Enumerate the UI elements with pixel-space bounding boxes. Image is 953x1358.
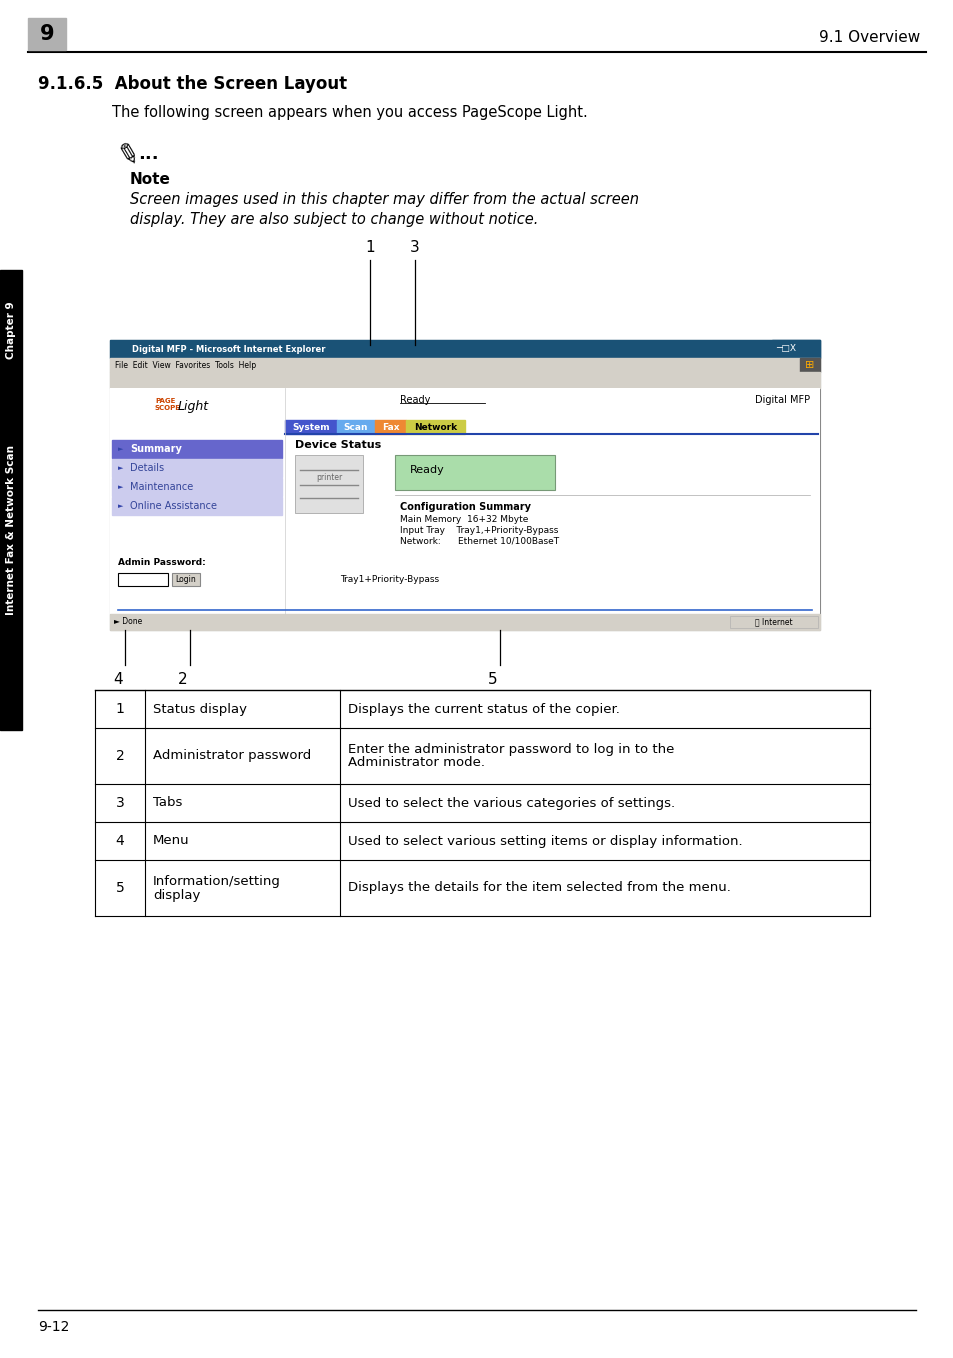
Text: Digital MFP - Microsoft Internet Explorer: Digital MFP - Microsoft Internet Explore…: [132, 345, 325, 353]
Bar: [406, 420, 464, 435]
Text: Admin Password:: Admin Password:: [118, 558, 206, 568]
Text: 2: 2: [178, 672, 188, 687]
Text: Displays the details for the item selected from the menu.: Displays the details for the item select…: [348, 881, 730, 895]
Text: PAGE: PAGE: [154, 398, 175, 403]
Bar: [110, 372, 820, 388]
Text: Tabs: Tabs: [152, 797, 182, 809]
Bar: [729, 617, 817, 627]
Text: Details: Details: [130, 463, 164, 473]
Text: 3: 3: [115, 796, 124, 809]
Text: Device Status: Device Status: [294, 440, 381, 449]
Text: ►: ►: [118, 483, 123, 490]
Bar: [110, 388, 285, 614]
Bar: [110, 340, 820, 630]
Bar: [28, 18, 66, 50]
Text: Ready: Ready: [399, 395, 430, 405]
Bar: [112, 459, 282, 477]
Bar: [112, 440, 282, 458]
Text: ► Done: ► Done: [113, 618, 142, 626]
Text: 9: 9: [40, 24, 54, 43]
Text: display: display: [152, 888, 200, 902]
Text: 9.1 Overview: 9.1 Overview: [818, 30, 919, 46]
Text: Login: Login: [175, 574, 196, 584]
Text: Information/setting: Information/setting: [152, 875, 280, 888]
Bar: [0, 270, 22, 731]
Bar: [118, 573, 168, 587]
Text: Light: Light: [178, 401, 209, 413]
Text: ⊞: ⊞: [804, 360, 814, 369]
Text: Displays the current status of the copier.: Displays the current status of the copie…: [348, 702, 619, 716]
Text: Screen images used in this chapter may differ from the actual screen: Screen images used in this chapter may d…: [130, 191, 639, 206]
Text: display. They are also subject to change without notice.: display. They are also subject to change…: [130, 212, 537, 227]
Text: 🌐 Internet: 🌐 Internet: [755, 618, 792, 626]
Bar: [110, 340, 820, 359]
Text: System: System: [292, 422, 330, 432]
Text: Tray1+Priority-Bypass: Tray1+Priority-Bypass: [340, 574, 439, 584]
Bar: [110, 388, 820, 614]
Bar: [110, 359, 820, 372]
Text: ►: ►: [118, 502, 123, 509]
Text: Main Memory  16+32 Mbyte: Main Memory 16+32 Mbyte: [399, 515, 528, 524]
Text: Network: Network: [414, 422, 456, 432]
Text: 4: 4: [113, 672, 123, 687]
Bar: [294, 455, 363, 513]
Bar: [110, 614, 820, 630]
Text: ...: ...: [138, 145, 158, 163]
Bar: [800, 359, 820, 372]
Text: Chapter 9: Chapter 9: [6, 301, 16, 359]
Text: Fax: Fax: [381, 422, 399, 432]
Text: Used to select the various categories of settings.: Used to select the various categories of…: [348, 797, 675, 809]
Text: 3: 3: [410, 240, 419, 255]
Text: 2: 2: [115, 750, 124, 763]
Text: File  Edit  View  Favorites  Tools  Help: File Edit View Favorites Tools Help: [115, 360, 255, 369]
Text: Ready: Ready: [410, 464, 444, 475]
Text: Input Tray    Tray1,+Priority-Bypass: Input Tray Tray1,+Priority-Bypass: [399, 526, 558, 535]
Text: Menu: Menu: [152, 835, 190, 847]
Text: 5: 5: [115, 881, 124, 895]
Bar: [112, 478, 282, 496]
Text: Administrator mode.: Administrator mode.: [348, 756, 484, 770]
Text: Maintenance: Maintenance: [130, 482, 193, 492]
Text: ►: ►: [118, 464, 123, 471]
Text: ─□X: ─□X: [775, 345, 795, 353]
Text: Status display: Status display: [152, 702, 247, 716]
Text: 1: 1: [115, 702, 124, 716]
Text: Summary: Summary: [130, 444, 182, 454]
Text: Network:      Ethernet 10/100BaseT: Network: Ethernet 10/100BaseT: [399, 536, 558, 546]
Text: Scan: Scan: [343, 422, 368, 432]
Text: ✎: ✎: [112, 140, 142, 172]
Text: Digital MFP: Digital MFP: [754, 395, 809, 405]
Text: Online Assistance: Online Assistance: [130, 501, 216, 511]
Text: 4: 4: [115, 834, 124, 847]
Text: 1: 1: [365, 240, 375, 255]
Bar: [375, 420, 406, 435]
Text: Enter the administrator password to log in to the: Enter the administrator password to log …: [348, 743, 674, 755]
Bar: [771, 340, 820, 359]
Text: 9.1.6.5  About the Screen Layout: 9.1.6.5 About the Screen Layout: [38, 75, 347, 92]
Text: ►: ►: [118, 445, 123, 452]
Bar: [285, 388, 820, 614]
Text: 5: 5: [488, 672, 497, 687]
Bar: [285, 420, 336, 435]
Text: Configuration Summary: Configuration Summary: [399, 502, 531, 512]
Text: Internet Fax & Network Scan: Internet Fax & Network Scan: [6, 445, 16, 615]
Bar: [336, 420, 375, 435]
Text: 9-12: 9-12: [38, 1320, 70, 1334]
Text: Note: Note: [130, 172, 171, 187]
Bar: [112, 497, 282, 515]
Text: Administrator password: Administrator password: [152, 750, 311, 762]
Text: The following screen appears when you access PageScope Light.: The following screen appears when you ac…: [112, 105, 587, 120]
Bar: [395, 455, 555, 490]
Bar: [112, 388, 285, 420]
Text: Used to select various setting items or display information.: Used to select various setting items or …: [348, 835, 741, 847]
Text: printer: printer: [315, 474, 342, 482]
Text: SCOPE: SCOPE: [154, 405, 181, 411]
Bar: [172, 573, 200, 587]
